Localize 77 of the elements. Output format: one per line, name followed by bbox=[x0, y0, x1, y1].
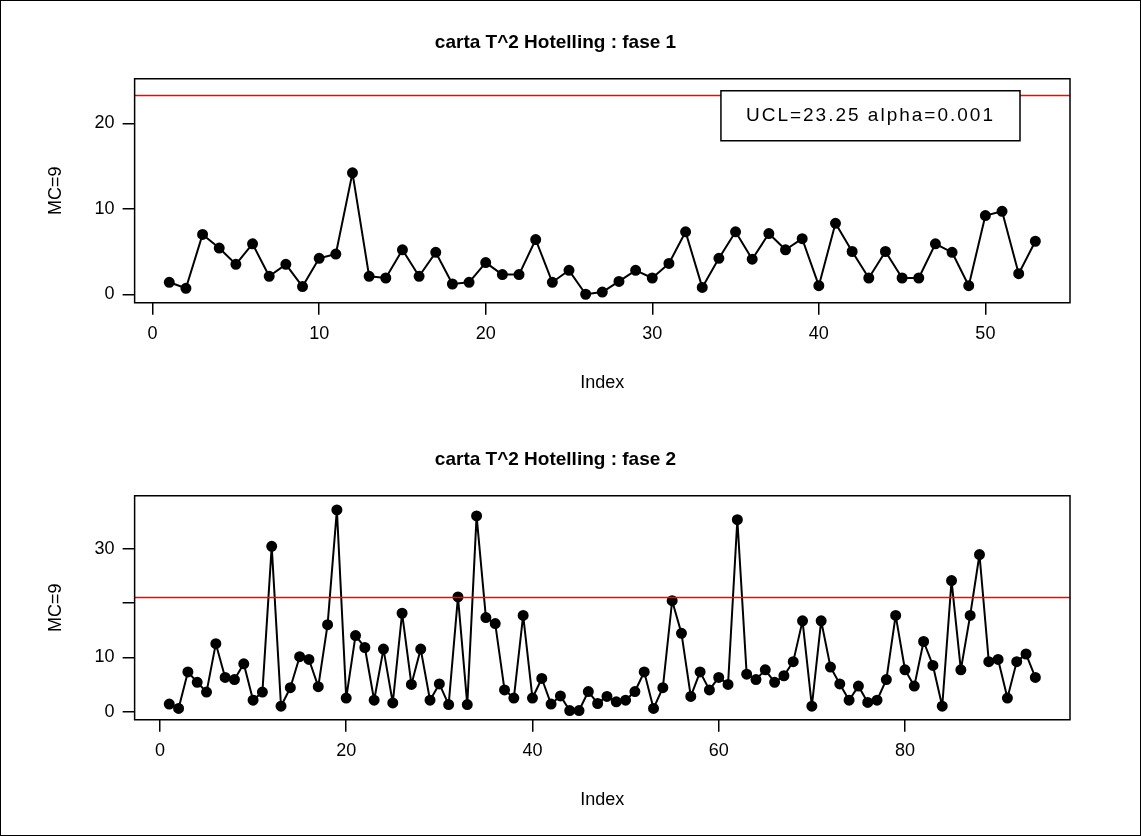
point bbox=[929, 238, 941, 250]
x-tick-label: 30 bbox=[642, 322, 663, 343]
point bbox=[796, 233, 808, 245]
point bbox=[730, 226, 742, 238]
point bbox=[696, 281, 708, 293]
point bbox=[230, 258, 242, 270]
point bbox=[630, 264, 642, 276]
x-tick-label: 20 bbox=[475, 322, 496, 343]
point bbox=[213, 242, 225, 254]
x-tick-label: 0 bbox=[147, 322, 158, 343]
point bbox=[180, 282, 192, 294]
point bbox=[746, 253, 758, 265]
point bbox=[396, 244, 408, 256]
point bbox=[913, 272, 925, 284]
point bbox=[480, 257, 492, 269]
x-tick-label: 80 bbox=[894, 739, 915, 760]
y-tick-label: 0 bbox=[104, 700, 115, 721]
point bbox=[363, 270, 375, 282]
point bbox=[780, 244, 792, 256]
point bbox=[596, 286, 608, 298]
point bbox=[280, 258, 292, 270]
point bbox=[763, 228, 775, 240]
x-tick-label: 10 bbox=[309, 322, 330, 343]
point bbox=[879, 246, 891, 257]
x-tick-label: 60 bbox=[708, 739, 729, 760]
point bbox=[496, 269, 508, 281]
x-axis-title: Index bbox=[580, 789, 625, 810]
y-tick-label: 10 bbox=[94, 646, 115, 667]
point bbox=[713, 252, 725, 264]
point bbox=[463, 276, 475, 288]
point bbox=[946, 246, 958, 258]
point bbox=[680, 226, 692, 238]
chart-title: carta T^2 Hotelling : fase 2 bbox=[434, 447, 677, 469]
point bbox=[963, 280, 975, 292]
x-axis-title: Index bbox=[580, 372, 625, 393]
point bbox=[996, 205, 1008, 217]
point bbox=[846, 246, 858, 257]
point bbox=[663, 257, 675, 269]
point bbox=[829, 217, 841, 229]
point bbox=[546, 276, 558, 288]
point bbox=[646, 272, 658, 284]
point bbox=[563, 264, 575, 276]
point bbox=[979, 210, 991, 222]
point bbox=[346, 167, 358, 179]
x-tick-label: 20 bbox=[336, 739, 357, 760]
point bbox=[380, 272, 392, 284]
point bbox=[863, 272, 875, 284]
x-tick-label: 50 bbox=[975, 322, 996, 343]
x-tick-label: 40 bbox=[522, 739, 543, 760]
y-tick-label: 20 bbox=[94, 112, 115, 133]
annotation: UCL=23.25 alpha=0.001 bbox=[745, 104, 995, 126]
y-tick-label: 30 bbox=[94, 537, 115, 558]
y-axis-title: MC=9 bbox=[44, 166, 65, 216]
y-tick-label: 10 bbox=[94, 197, 115, 218]
point bbox=[530, 234, 542, 246]
point bbox=[813, 280, 825, 292]
point bbox=[197, 228, 209, 240]
chart-title: carta T^2 Hotelling : fase 1 bbox=[434, 30, 677, 52]
point bbox=[247, 238, 259, 250]
point bbox=[413, 270, 425, 282]
point bbox=[1013, 268, 1025, 280]
point bbox=[613, 275, 625, 287]
point bbox=[896, 272, 908, 284]
point bbox=[513, 269, 525, 281]
point bbox=[263, 270, 275, 282]
point bbox=[1029, 235, 1041, 247]
y-tick-label: 0 bbox=[104, 283, 115, 304]
point bbox=[430, 246, 442, 258]
x-tick-label: 40 bbox=[808, 322, 829, 343]
point bbox=[297, 281, 309, 293]
point bbox=[313, 252, 325, 264]
x-tick-label: 0 bbox=[154, 739, 165, 760]
point bbox=[580, 288, 592, 300]
point bbox=[330, 248, 342, 260]
point bbox=[163, 276, 175, 288]
point bbox=[446, 278, 458, 290]
y-axis-title: MC=9 bbox=[44, 583, 65, 633]
